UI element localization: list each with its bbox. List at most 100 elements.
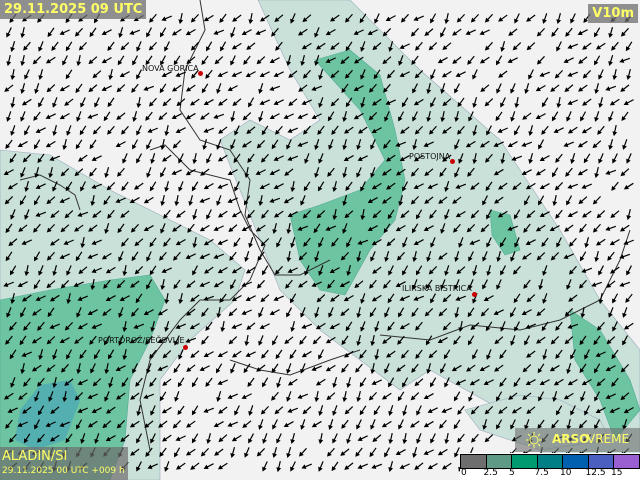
wind-arrow [612, 153, 618, 164]
wind-arrow [213, 421, 224, 428]
wind-arrow [261, 265, 269, 276]
legend-tick: 5 [509, 468, 515, 478]
wind-arrow [608, 139, 614, 151]
wind-arrow [136, 433, 143, 444]
wind-arrow [372, 266, 382, 274]
legend-swatch [485, 454, 513, 469]
wind-arrow [437, 337, 448, 344]
wind-arrow [215, 363, 223, 374]
wind-arrow [411, 307, 419, 318]
wind-arrow [49, 323, 60, 329]
wind-arrow [302, 406, 312, 415]
wind-arrow [185, 253, 196, 259]
wind-arrow [117, 167, 125, 177]
wind-arrow [10, 41, 16, 52]
wind-arrow [315, 322, 326, 330]
wind-arrow [48, 391, 54, 402]
wind-arrow [290, 13, 296, 24]
wind-arrow [106, 406, 116, 414]
wind-arrow [441, 70, 452, 78]
wind-arrow [430, 97, 436, 108]
legend-tick: 7.5 [534, 468, 549, 478]
wind-arrow [4, 196, 14, 205]
wind-arrow [455, 183, 467, 189]
wind-arrow [148, 97, 157, 107]
wind-arrow [49, 294, 60, 302]
wind-arrow [157, 308, 168, 316]
wind-arrow [276, 460, 282, 473]
wind-arrow [242, 420, 252, 428]
wind-arrow [160, 138, 166, 151]
wind-arrow [468, 251, 474, 262]
wind-arrow [413, 154, 424, 162]
wind-arrow [410, 195, 419, 205]
wind-arrow [466, 364, 476, 372]
wind-arrow [102, 420, 112, 429]
wind-arrow [374, 321, 380, 332]
wind-arrow [514, 321, 520, 332]
wind-arrow [38, 69, 44, 81]
wind-arrow [581, 267, 593, 273]
wind-arrow [541, 237, 549, 248]
wind-arrow [346, 265, 352, 277]
wind-arrow [510, 419, 516, 430]
wind-arrow [357, 435, 368, 441]
wind-arrow [115, 365, 126, 371]
wind-arrow [609, 98, 620, 106]
wind-arrow [556, 237, 562, 248]
wind-arrow [581, 183, 592, 189]
wind-arrow [5, 223, 13, 234]
legend-swatch [587, 454, 615, 469]
wind-arrow [395, 141, 407, 147]
wind-arrow [164, 41, 170, 52]
wind-arrow [482, 419, 488, 431]
wind-arrow [91, 267, 102, 273]
wind-arrow [258, 83, 264, 94]
wind-arrow [259, 99, 270, 105]
wind-arrow [327, 111, 335, 122]
wind-arrow [318, 237, 324, 248]
wind-arrow [23, 377, 31, 387]
wind-arrow [258, 307, 264, 318]
wind-arrow [371, 379, 382, 385]
wind-arrow [470, 322, 480, 331]
wind-arrow [217, 154, 228, 162]
wind-arrow [498, 182, 508, 190]
wind-arrow [497, 127, 508, 133]
wind-arrow [311, 85, 323, 91]
wind-arrow [438, 252, 448, 260]
wind-arrow [535, 113, 546, 119]
wind-arrow [35, 183, 46, 189]
wind-arrow [567, 323, 579, 329]
wind-arrow [508, 392, 518, 400]
wind-arrow [213, 280, 224, 288]
wind-arrow [52, 265, 58, 277]
wind-arrow [356, 250, 362, 263]
wind-arrow [528, 153, 534, 165]
wind-arrow [31, 364, 42, 372]
wind-arrow [121, 237, 129, 247]
wind-arrow [508, 28, 518, 36]
wind-arrow [177, 405, 185, 416]
wind-arrow [353, 85, 364, 91]
wind-arrow [619, 253, 631, 259]
wind-arrow [383, 83, 391, 93]
wind-arrow [626, 209, 632, 221]
wind-arrow [483, 295, 494, 301]
wind-arrow [60, 224, 70, 233]
wind-arrow [136, 41, 142, 52]
wind-arrow [163, 237, 171, 247]
model-info: ALADIN/SI 29.11.2025 00 UTC +009 h [0, 447, 128, 480]
wind-arrow [444, 432, 450, 445]
wind-arrow [524, 419, 530, 430]
wind-arrow [465, 140, 476, 148]
wind-arrow [6, 27, 12, 38]
wind-arrow [612, 321, 618, 332]
wind-arrow [594, 251, 600, 263]
wind-arrow [145, 335, 153, 345]
wind-arrow [538, 391, 545, 402]
wind-arrow [243, 55, 251, 65]
wind-arrow [64, 210, 74, 219]
wind-arrow [143, 393, 155, 399]
wind-arrow [102, 308, 112, 316]
